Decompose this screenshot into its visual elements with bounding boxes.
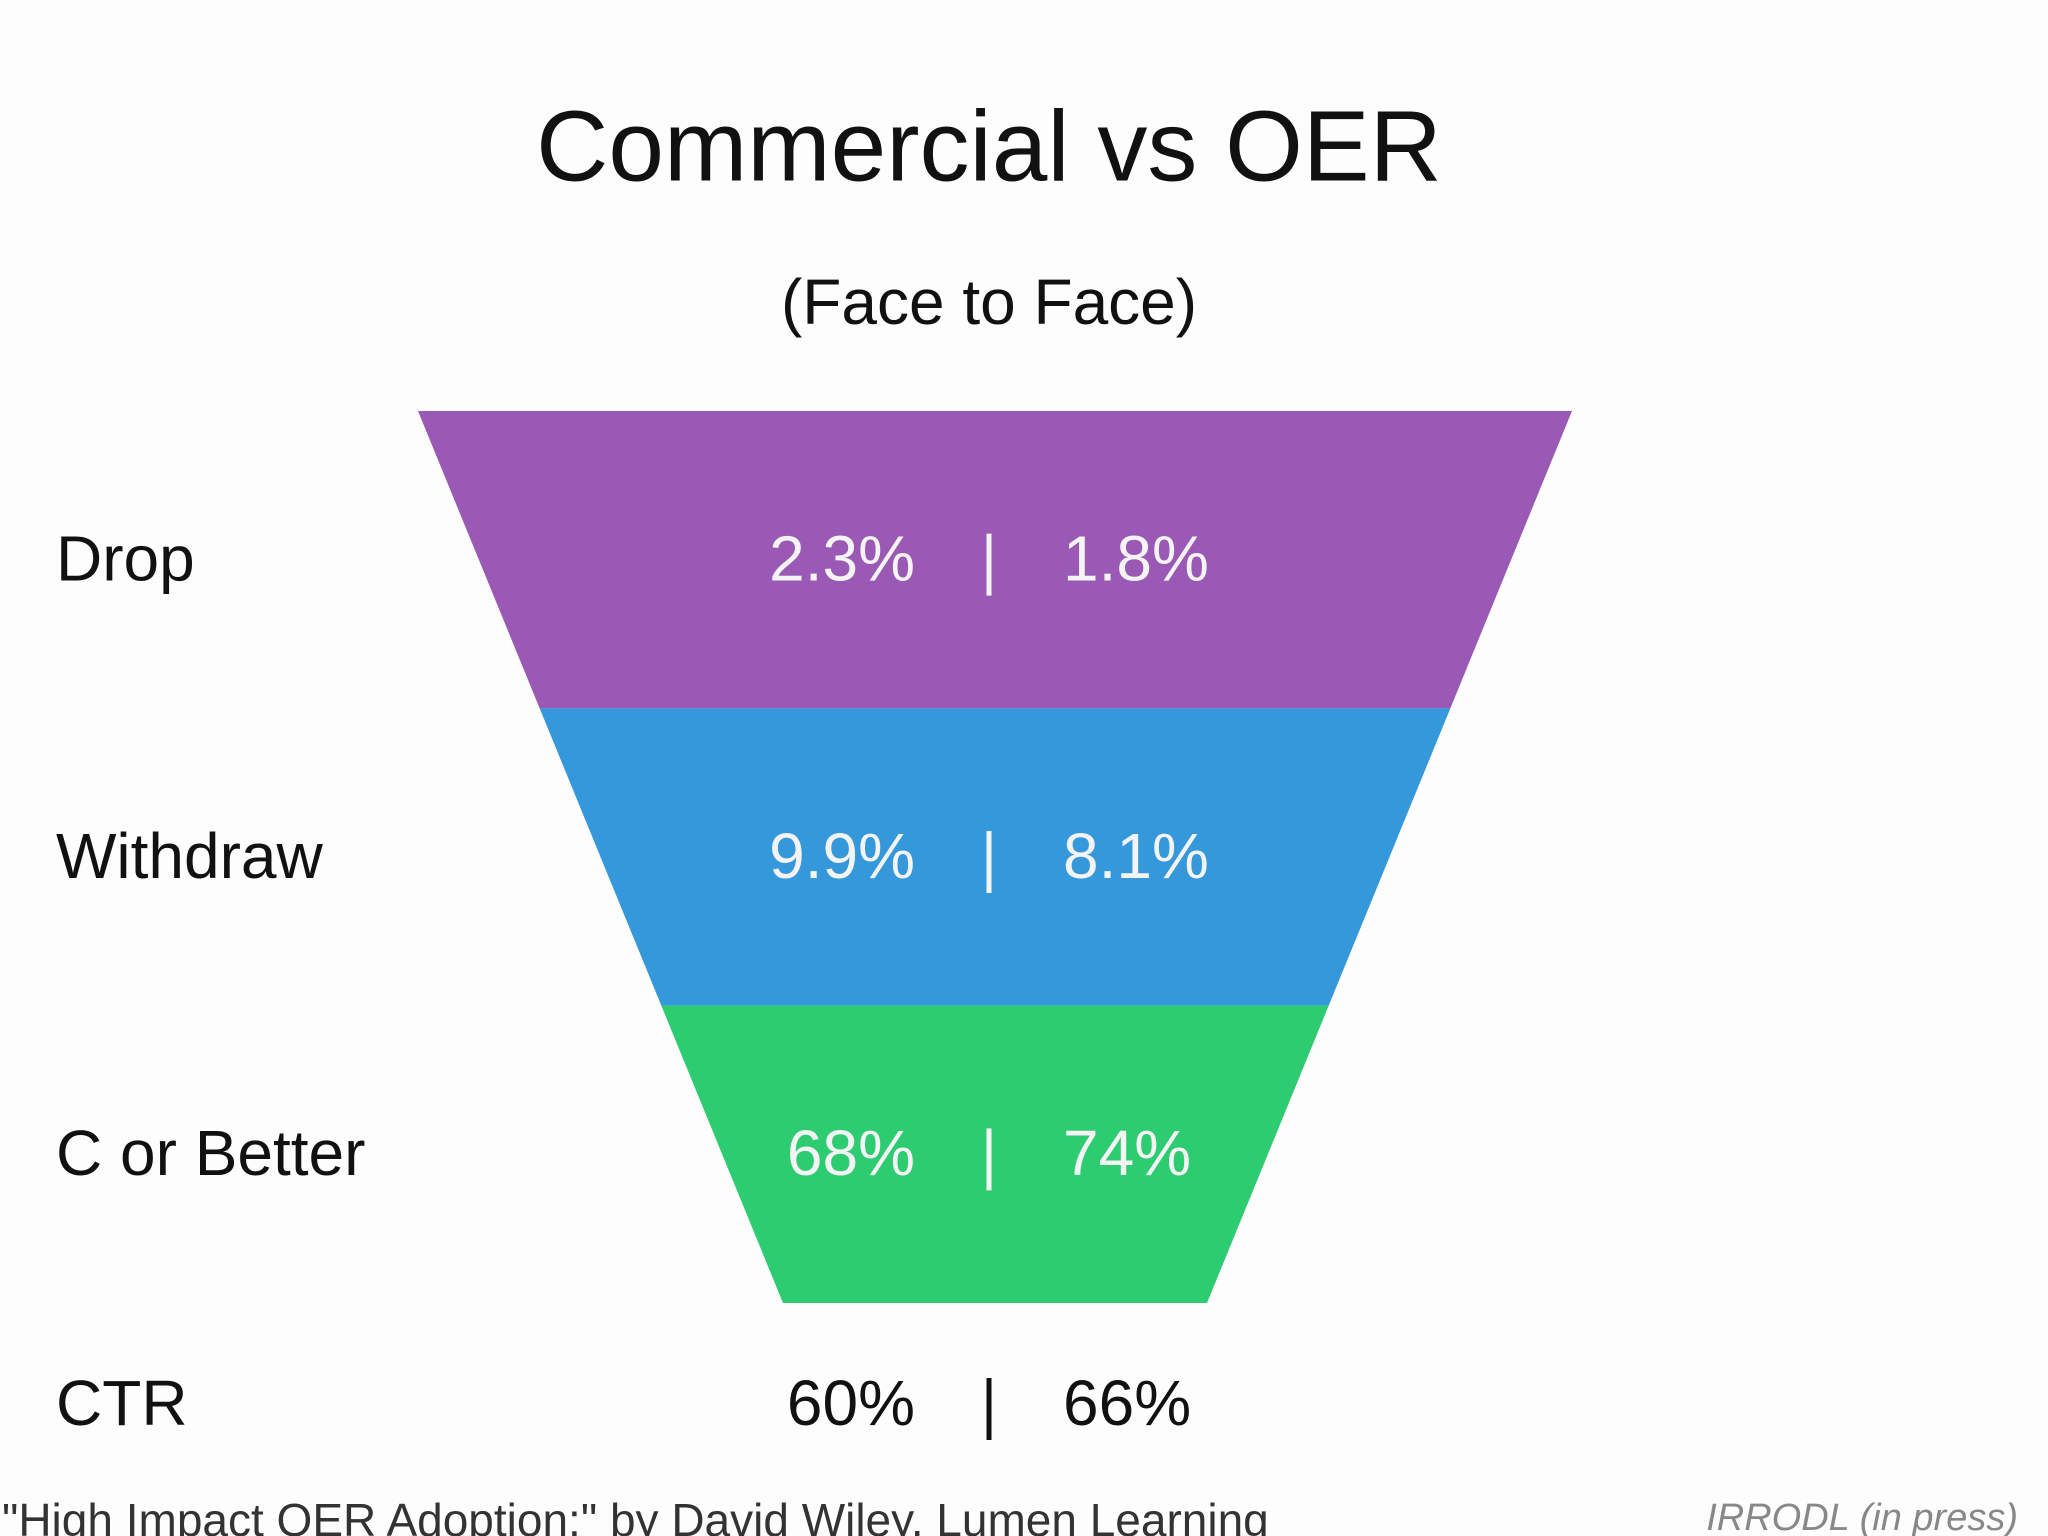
funnel-segment — [418, 411, 1572, 709]
row-label: Drop — [56, 523, 195, 595]
row-label: Withdraw — [56, 820, 324, 892]
chart-subtitle: (Face to Face) — [781, 266, 1197, 338]
summary-value: 66% — [1063, 1367, 1191, 1439]
funnel-segment — [661, 1005, 1329, 1303]
value-label: 9.9% — [769, 820, 915, 892]
value-label: 8.1% — [1063, 820, 1209, 892]
source-note: "High Impact OER Adoption:" by David Wil… — [2, 1494, 1269, 1536]
value-label: 2.3% — [769, 523, 915, 595]
value-label: 68% — [787, 1117, 915, 1189]
row-label: CTR — [56, 1367, 188, 1439]
summary-value: 60% — [787, 1367, 915, 1439]
value-label: 74% — [1063, 1117, 1191, 1189]
row-label: C or Better — [56, 1117, 365, 1189]
value-label: 1.8% — [1063, 523, 1209, 595]
funnel-segment — [539, 708, 1451, 1006]
citation: IRRODL (in press) — [1706, 1497, 2018, 1536]
chart-title: Commercial vs OER — [536, 90, 1442, 202]
